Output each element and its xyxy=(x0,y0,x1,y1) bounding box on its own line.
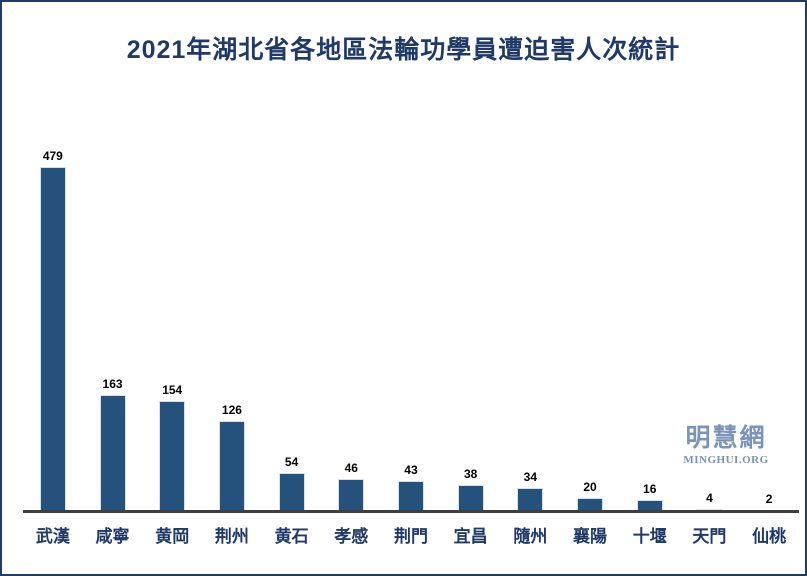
bar xyxy=(457,485,484,512)
bar-value-label: 46 xyxy=(344,461,358,475)
category-label: 孝感 xyxy=(334,527,369,546)
bar-column: 54 xyxy=(262,142,322,512)
bar-value-label: 16 xyxy=(643,482,657,496)
watermark: 明慧網 MINGHUI.ORG xyxy=(666,426,786,466)
bar-column: 479 xyxy=(23,142,83,512)
bar-value-label: 479 xyxy=(42,149,63,163)
bar-value-label: 163 xyxy=(102,377,123,391)
category-label: 黄岡 xyxy=(155,527,190,546)
bar-value-label: 54 xyxy=(284,455,299,469)
category-label: 黄石 xyxy=(274,527,309,546)
bar xyxy=(397,481,424,512)
bar xyxy=(278,473,305,512)
bar-value-label: 34 xyxy=(523,470,538,484)
bar xyxy=(218,421,245,512)
chart-title: 2021年湖北省各地區法輪功學員遭迫害人次統計 xyxy=(126,36,681,64)
bar xyxy=(517,488,544,512)
bar xyxy=(99,395,126,512)
bar xyxy=(577,498,604,512)
category-label: 隨州 xyxy=(513,527,548,546)
bar-column: 16 xyxy=(620,142,680,512)
bar-column: 126 xyxy=(202,142,262,512)
bar-value-label: 154 xyxy=(162,383,183,397)
bar-column: 34 xyxy=(501,142,561,512)
bar xyxy=(159,401,186,512)
bar-column: 154 xyxy=(142,142,202,512)
category-label: 咸寧 xyxy=(95,527,130,546)
bar xyxy=(39,167,66,512)
category-label: 武漢 xyxy=(35,527,70,546)
watermark-logo-text: 明慧網 xyxy=(685,424,767,452)
bar-column: 43 xyxy=(381,142,441,512)
category-label: 天門 xyxy=(692,527,727,546)
bar-column: 163 xyxy=(83,142,143,512)
category-label: 荆門 xyxy=(393,527,428,546)
category-label: 襄陽 xyxy=(573,527,608,546)
bar xyxy=(338,479,365,512)
bar-column: 46 xyxy=(321,142,381,512)
bar-value-label: 126 xyxy=(221,403,242,417)
watermark-url-text: MINGHUI.ORG xyxy=(683,454,769,466)
bar-value-label: 38 xyxy=(463,467,478,481)
bar-value-label: 43 xyxy=(404,463,418,477)
bar-value-label: 4 xyxy=(706,491,713,505)
bar-column: 20 xyxy=(560,142,620,512)
bar-column: 38 xyxy=(441,142,501,512)
x-axis-labels: 武漢 咸寧 黄岡 荆州 黄石 孝感 荆門 宜昌 隨州 襄陽 十堰 天門 仙桃 xyxy=(23,522,799,547)
category-label: 十堰 xyxy=(632,527,667,546)
bar-value-label: 2 xyxy=(765,492,773,506)
category-label: 宜昌 xyxy=(453,527,488,546)
bar-value-label: 20 xyxy=(583,480,597,494)
category-label: 仙桃 xyxy=(752,527,787,546)
x-axis-line xyxy=(23,510,799,513)
category-label: 荆州 xyxy=(214,527,249,546)
bar xyxy=(636,500,663,512)
